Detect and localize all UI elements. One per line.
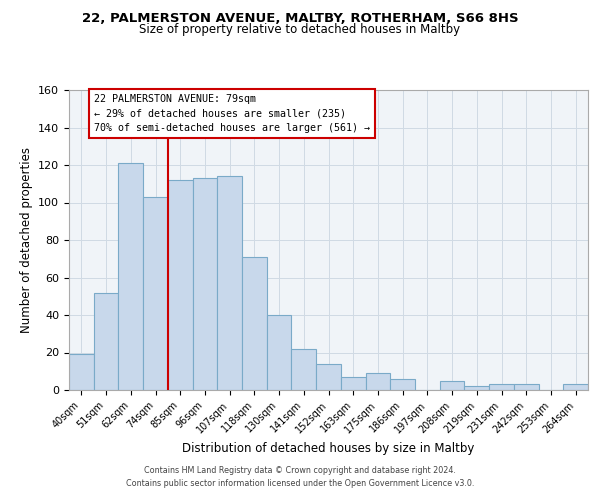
Text: Contains HM Land Registry data © Crown copyright and database right 2024.
Contai: Contains HM Land Registry data © Crown c… — [126, 466, 474, 487]
Text: 22, PALMERSTON AVENUE, MALTBY, ROTHERHAM, S66 8HS: 22, PALMERSTON AVENUE, MALTBY, ROTHERHAM… — [82, 12, 518, 26]
Bar — [242, 257, 267, 390]
Y-axis label: Number of detached properties: Number of detached properties — [20, 147, 32, 333]
Bar — [217, 176, 242, 390]
Bar — [464, 386, 489, 390]
Bar — [118, 163, 143, 390]
Text: 22 PALMERSTON AVENUE: 79sqm
← 29% of detached houses are smaller (235)
70% of se: 22 PALMERSTON AVENUE: 79sqm ← 29% of det… — [94, 94, 370, 132]
Bar — [390, 379, 415, 390]
Bar — [292, 349, 316, 390]
Bar — [168, 180, 193, 390]
Bar — [94, 292, 118, 390]
Bar — [341, 377, 365, 390]
Bar — [267, 315, 292, 390]
Text: Size of property relative to detached houses in Maltby: Size of property relative to detached ho… — [139, 22, 461, 36]
Bar — [143, 197, 168, 390]
Bar — [514, 384, 539, 390]
Bar — [316, 364, 341, 390]
Bar — [563, 384, 588, 390]
X-axis label: Distribution of detached houses by size in Maltby: Distribution of detached houses by size … — [182, 442, 475, 454]
Bar — [193, 178, 217, 390]
Bar — [69, 354, 94, 390]
Bar — [440, 380, 464, 390]
Bar — [365, 373, 390, 390]
Bar — [489, 384, 514, 390]
